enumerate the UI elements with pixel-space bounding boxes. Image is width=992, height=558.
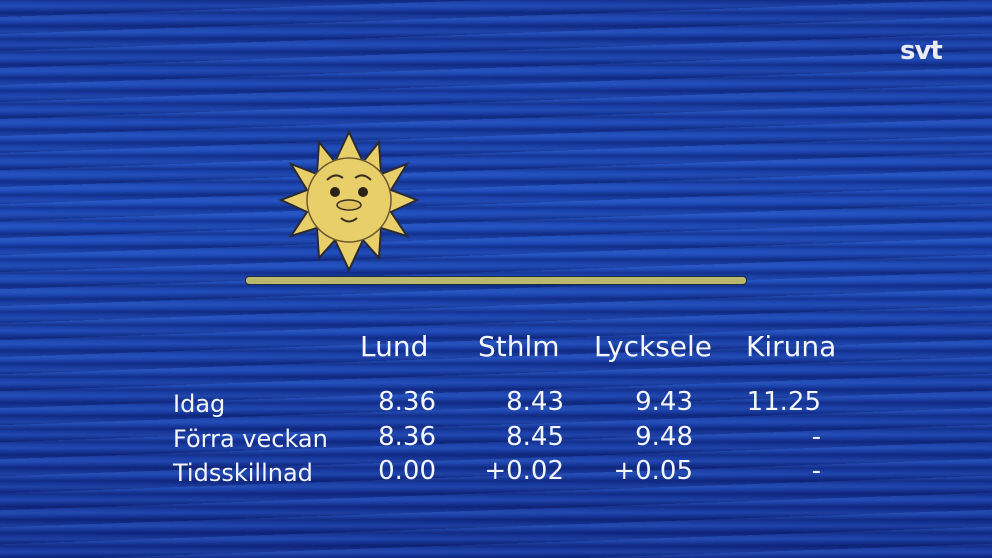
column-header-lycksele: Lycksele: [594, 330, 713, 363]
column-header-sthlm: Sthlm: [478, 330, 560, 363]
cell: 11.25: [746, 387, 821, 417]
cell: 0.00: [378, 456, 436, 486]
row-label-tidsskillnad: Tidsskillnad: [173, 459, 313, 487]
cell: 9.43: [635, 387, 693, 417]
cell: -: [811, 422, 821, 452]
cell: 8.36: [378, 387, 436, 417]
horizon-line: [245, 276, 747, 285]
column-header-lund: Lund: [360, 330, 429, 363]
row-label-idag: Idag: [173, 390, 226, 418]
cell: 9.48: [635, 422, 693, 452]
column-header-kiruna: Kiruna: [746, 330, 837, 363]
sun-icon: [278, 129, 420, 273]
row-label-forra-veckan: Förra veckan: [173, 425, 328, 453]
cell: -: [811, 456, 821, 486]
cell: 8.36: [378, 422, 436, 452]
cell: 8.43: [506, 387, 564, 417]
cell: 8.45: [506, 422, 564, 452]
cell: +0.05: [613, 456, 693, 486]
cell: +0.02: [484, 456, 564, 486]
svt-logo: svt: [900, 36, 943, 66]
